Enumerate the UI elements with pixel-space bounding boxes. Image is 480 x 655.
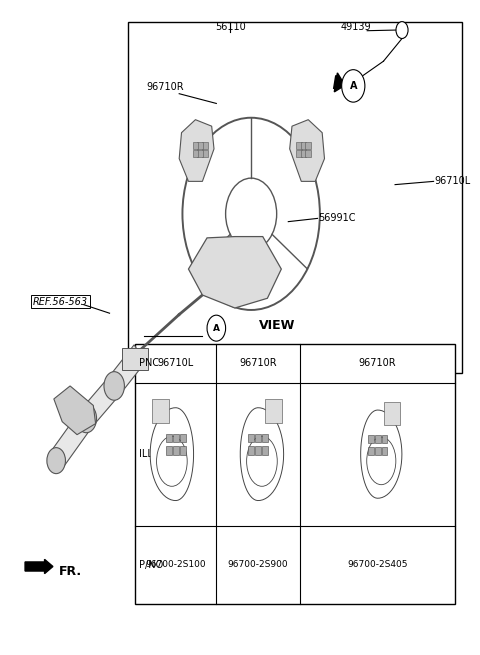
FancyBboxPatch shape: [173, 446, 179, 455]
FancyBboxPatch shape: [255, 434, 261, 442]
FancyBboxPatch shape: [368, 447, 374, 455]
Text: 96700-2S405: 96700-2S405: [348, 560, 408, 569]
FancyBboxPatch shape: [197, 150, 203, 157]
Text: ILLUST: ILLUST: [139, 449, 171, 459]
Polygon shape: [81, 377, 120, 428]
FancyBboxPatch shape: [262, 446, 268, 455]
FancyBboxPatch shape: [180, 446, 186, 455]
Circle shape: [342, 69, 365, 102]
Circle shape: [226, 178, 276, 250]
Ellipse shape: [247, 436, 277, 486]
FancyBboxPatch shape: [192, 150, 198, 157]
Text: 96710R: 96710R: [359, 358, 396, 368]
FancyBboxPatch shape: [382, 447, 387, 455]
FancyBboxPatch shape: [305, 150, 311, 157]
Polygon shape: [289, 120, 324, 181]
FancyBboxPatch shape: [265, 400, 282, 423]
Circle shape: [76, 404, 96, 433]
FancyBboxPatch shape: [255, 446, 261, 455]
Polygon shape: [179, 120, 214, 181]
Polygon shape: [50, 410, 92, 469]
FancyBboxPatch shape: [202, 150, 207, 157]
FancyBboxPatch shape: [296, 150, 302, 157]
Circle shape: [207, 315, 226, 341]
Text: 96700-2S100: 96700-2S100: [145, 560, 206, 569]
Text: 49139: 49139: [340, 22, 371, 32]
FancyBboxPatch shape: [202, 142, 207, 149]
Text: 96710L: 96710L: [157, 358, 194, 368]
FancyBboxPatch shape: [166, 446, 171, 455]
FancyBboxPatch shape: [152, 400, 169, 423]
Circle shape: [182, 118, 320, 310]
Text: 56110: 56110: [215, 22, 246, 32]
Text: 56991C: 56991C: [318, 214, 356, 223]
Text: PNC: PNC: [139, 358, 159, 368]
FancyBboxPatch shape: [375, 435, 381, 443]
FancyBboxPatch shape: [122, 348, 148, 369]
Text: VIEW: VIEW: [259, 319, 295, 332]
FancyBboxPatch shape: [375, 447, 381, 455]
FancyBboxPatch shape: [384, 402, 400, 425]
FancyBboxPatch shape: [296, 142, 302, 149]
FancyBboxPatch shape: [368, 435, 374, 443]
Circle shape: [104, 371, 124, 400]
FancyBboxPatch shape: [382, 435, 387, 443]
Ellipse shape: [156, 436, 187, 486]
Polygon shape: [189, 236, 281, 308]
Text: P/NO: P/NO: [139, 559, 163, 570]
Text: FR.: FR.: [59, 565, 82, 578]
Polygon shape: [54, 386, 96, 435]
FancyBboxPatch shape: [180, 434, 186, 442]
Text: 96700-2S900: 96700-2S900: [228, 560, 288, 569]
FancyBboxPatch shape: [128, 22, 462, 373]
Text: A: A: [213, 324, 220, 333]
FancyBboxPatch shape: [248, 434, 254, 442]
FancyBboxPatch shape: [173, 434, 179, 442]
FancyBboxPatch shape: [135, 344, 456, 603]
Polygon shape: [240, 407, 284, 500]
FancyBboxPatch shape: [305, 142, 311, 149]
FancyArrow shape: [334, 73, 345, 92]
Circle shape: [396, 22, 408, 39]
Circle shape: [47, 447, 65, 474]
Text: REF.56-563: REF.56-563: [33, 297, 88, 307]
Text: 96710R: 96710R: [240, 358, 277, 368]
Text: A: A: [349, 81, 357, 91]
FancyArrow shape: [25, 559, 53, 574]
Text: 96710R: 96710R: [146, 83, 184, 92]
FancyBboxPatch shape: [197, 142, 203, 149]
FancyBboxPatch shape: [262, 434, 268, 442]
Polygon shape: [360, 410, 402, 498]
FancyBboxPatch shape: [192, 142, 198, 149]
Ellipse shape: [367, 437, 396, 485]
FancyBboxPatch shape: [301, 142, 306, 149]
FancyBboxPatch shape: [301, 150, 306, 157]
FancyBboxPatch shape: [166, 434, 171, 442]
Polygon shape: [150, 407, 193, 500]
Polygon shape: [108, 345, 145, 394]
FancyBboxPatch shape: [248, 446, 254, 455]
Text: 96710L: 96710L: [434, 176, 471, 187]
